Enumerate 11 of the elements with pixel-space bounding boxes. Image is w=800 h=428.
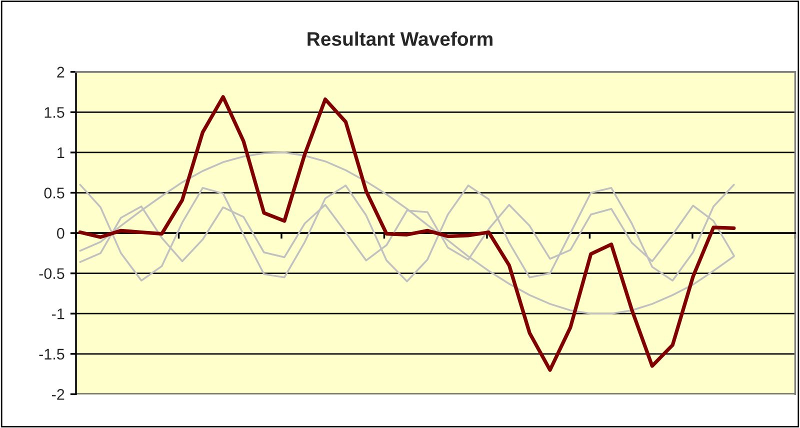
y-tick-label: 1: [58, 148, 64, 158]
chart-title: Resultant Waveform: [308, 32, 492, 46]
y-tick-label: -2: [52, 389, 64, 400]
y-tick-label: 1.5: [44, 107, 64, 118]
line-series: [78, 95, 736, 372]
y-tick-label: 2: [57, 66, 64, 78]
y-tick-label: -1: [52, 308, 64, 320]
y-tick-label: -0.5: [39, 268, 64, 280]
y-tick-label: 0.5: [44, 188, 64, 198]
y-tick-label: 0: [56, 228, 64, 239]
y-tick-label: -1.5: [39, 348, 64, 360]
